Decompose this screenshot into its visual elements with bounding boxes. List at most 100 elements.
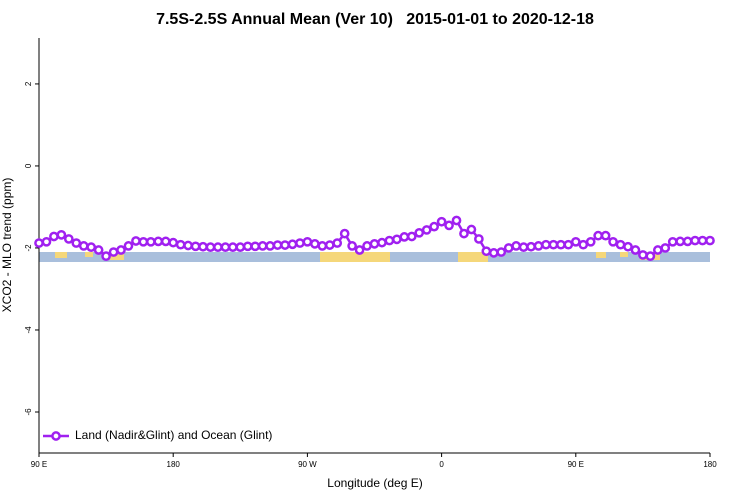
y-tick-label: -6	[24, 408, 33, 416]
data-point	[324, 240, 335, 250]
data-point	[451, 215, 462, 226]
data-point	[548, 239, 559, 250]
data-point	[682, 236, 693, 247]
data-point	[496, 247, 507, 257]
data-point	[160, 236, 171, 247]
data-point	[317, 241, 328, 251]
data-point	[49, 231, 59, 242]
land-patch	[596, 252, 606, 258]
y-axis-label: XCO2 - MLO trend (ppm)	[0, 178, 14, 313]
data-point	[593, 230, 604, 241]
data-point	[101, 251, 111, 262]
data-point	[511, 241, 522, 251]
data-point	[56, 229, 67, 240]
surface-strip	[39, 252, 710, 262]
data-point	[339, 228, 350, 239]
data-point	[272, 240, 283, 250]
x-tick-label: 0	[439, 460, 444, 469]
data-point	[93, 245, 104, 255]
data-point	[168, 237, 179, 248]
data-point	[145, 236, 156, 247]
data-point	[86, 242, 97, 252]
y-tick-label: 0	[24, 163, 33, 168]
data-point	[399, 232, 410, 242]
data-point	[190, 241, 201, 252]
data-point	[526, 241, 536, 252]
data-point	[488, 248, 499, 258]
data-point	[585, 236, 596, 247]
data-point	[175, 239, 186, 250]
data-point	[295, 238, 305, 248]
data-point	[78, 241, 89, 251]
data-point	[41, 236, 52, 247]
data-point	[71, 238, 82, 248]
data-point	[414, 227, 425, 238]
data-point	[265, 241, 275, 251]
data-point	[250, 241, 261, 252]
data-point	[556, 239, 566, 250]
data-point	[257, 241, 268, 251]
x-tick-label: 90 E	[568, 460, 584, 469]
data-point	[332, 238, 343, 248]
data-point	[213, 242, 223, 252]
legend-marker	[51, 431, 61, 441]
data-point	[518, 242, 529, 252]
data-point	[459, 228, 469, 239]
data-point	[466, 224, 477, 235]
data-point	[638, 250, 648, 260]
data-point	[369, 239, 380, 249]
x-tick-label: 180	[703, 460, 717, 469]
data-point	[541, 239, 551, 250]
data-point	[34, 238, 44, 248]
data-point	[153, 236, 164, 247]
data-point	[183, 240, 193, 251]
data-point	[578, 239, 589, 250]
data-point	[623, 241, 633, 252]
data-point	[220, 242, 231, 252]
land-patch	[320, 252, 390, 262]
x-tick-label: 90 W	[298, 460, 317, 469]
data-point	[242, 241, 253, 252]
data-point	[436, 216, 447, 227]
data-point	[474, 234, 484, 244]
land-patch	[620, 252, 628, 257]
y-tick-label: -4	[24, 326, 33, 334]
x-tick-label: 180	[167, 460, 181, 469]
data-point	[63, 234, 74, 244]
x-axis-label: Longitude (deg E)	[327, 476, 422, 490]
x-tick-label: 90 E	[31, 460, 47, 469]
chart-title: 7.5S-2.5S Annual Mean (Ver 10) 2015-01-0…	[156, 11, 594, 28]
legend-label: Land (Nadir&Glint) and Ocean (Glint)	[75, 428, 272, 442]
data-point	[354, 245, 365, 255]
data-point	[302, 236, 313, 247]
data-point	[600, 230, 611, 241]
data-point	[362, 241, 372, 251]
data-point	[645, 251, 656, 262]
y-tick-label: -2	[24, 244, 33, 252]
data-point	[697, 235, 708, 246]
data-point	[235, 242, 246, 252]
data-point	[630, 245, 641, 255]
data-point	[660, 243, 671, 253]
y-tick-label: 2	[24, 81, 33, 86]
data-point	[608, 236, 618, 247]
data-point	[123, 241, 134, 251]
data-point	[347, 241, 357, 251]
land-patch	[458, 252, 488, 262]
data-point	[406, 231, 417, 242]
data-point	[205, 242, 216, 252]
data-point	[615, 239, 626, 250]
data-point	[310, 239, 320, 249]
data-point	[138, 236, 149, 247]
data-point	[429, 221, 439, 232]
data-point	[570, 236, 581, 247]
land-patch	[85, 252, 93, 257]
data-point	[384, 235, 395, 246]
data-point	[392, 234, 402, 245]
data-point	[533, 241, 544, 251]
data-point	[503, 243, 514, 253]
data-point	[652, 245, 663, 255]
land-patch	[55, 252, 67, 258]
data-point	[421, 225, 432, 235]
data-point	[280, 240, 290, 250]
